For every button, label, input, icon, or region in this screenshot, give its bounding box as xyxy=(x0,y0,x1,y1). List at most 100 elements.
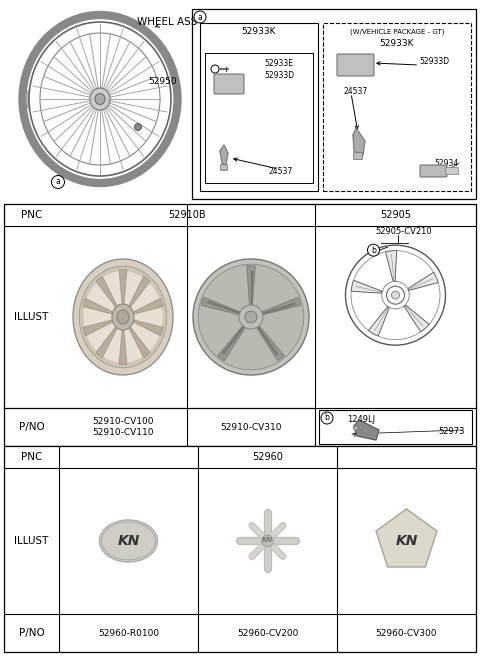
Circle shape xyxy=(51,176,64,188)
Polygon shape xyxy=(132,319,163,336)
Polygon shape xyxy=(257,297,300,316)
Text: 52960: 52960 xyxy=(252,452,283,462)
Text: 52934: 52934 xyxy=(435,159,459,167)
Bar xyxy=(205,53,313,183)
Text: 52960-R0100: 52960-R0100 xyxy=(98,628,159,638)
Bar xyxy=(323,23,471,191)
Polygon shape xyxy=(96,276,118,309)
Text: P/NO: P/NO xyxy=(19,422,44,432)
Ellipse shape xyxy=(99,520,157,562)
Polygon shape xyxy=(128,325,150,358)
Polygon shape xyxy=(201,297,245,316)
Polygon shape xyxy=(408,272,438,291)
Text: KN: KN xyxy=(262,537,273,543)
Text: 1249LJ: 1249LJ xyxy=(347,415,375,424)
Text: 52960-CV200: 52960-CV200 xyxy=(237,628,298,638)
Ellipse shape xyxy=(101,522,156,560)
Ellipse shape xyxy=(346,245,445,345)
Ellipse shape xyxy=(351,251,440,340)
Polygon shape xyxy=(83,298,115,314)
Text: 52933K: 52933K xyxy=(242,28,276,37)
Polygon shape xyxy=(120,327,127,364)
Circle shape xyxy=(368,244,380,256)
Polygon shape xyxy=(369,307,389,336)
FancyBboxPatch shape xyxy=(337,54,374,76)
Text: ILLUST: ILLUST xyxy=(14,312,48,322)
Text: 52933D: 52933D xyxy=(419,56,449,66)
Ellipse shape xyxy=(193,259,309,375)
Text: 52905-CV210: 52905-CV210 xyxy=(375,227,432,236)
Bar xyxy=(200,23,318,191)
Text: 52910-CV310: 52910-CV310 xyxy=(220,422,282,432)
Ellipse shape xyxy=(239,305,263,329)
FancyBboxPatch shape xyxy=(220,165,228,171)
Ellipse shape xyxy=(90,88,110,110)
Polygon shape xyxy=(102,328,122,362)
Ellipse shape xyxy=(245,311,257,323)
Polygon shape xyxy=(130,321,159,352)
Text: b: b xyxy=(324,413,329,422)
Ellipse shape xyxy=(29,22,171,176)
Polygon shape xyxy=(385,251,396,281)
Bar xyxy=(319,410,472,444)
Text: 52933D: 52933D xyxy=(264,70,295,79)
Bar xyxy=(192,9,476,199)
Text: (W/VEHICLE PACKAGE - GT): (W/VEHICLE PACKAGE - GT) xyxy=(350,29,444,35)
Ellipse shape xyxy=(79,266,167,368)
Ellipse shape xyxy=(198,264,304,370)
Text: 52933K: 52933K xyxy=(380,39,414,47)
Bar xyxy=(4,446,476,652)
Circle shape xyxy=(353,426,359,430)
Text: 24537: 24537 xyxy=(343,87,367,96)
Text: 52960-CV300: 52960-CV300 xyxy=(376,628,437,638)
Polygon shape xyxy=(218,322,248,361)
Text: PNC: PNC xyxy=(21,210,42,220)
FancyBboxPatch shape xyxy=(420,165,447,177)
Polygon shape xyxy=(132,298,163,314)
Ellipse shape xyxy=(73,259,173,375)
FancyBboxPatch shape xyxy=(353,152,362,159)
Text: 52910-CV100
52910-CV110: 52910-CV100 52910-CV110 xyxy=(92,417,154,437)
Polygon shape xyxy=(124,272,144,306)
Circle shape xyxy=(194,11,206,23)
Polygon shape xyxy=(83,319,115,336)
Polygon shape xyxy=(96,325,118,358)
Polygon shape xyxy=(133,306,162,328)
Ellipse shape xyxy=(117,310,129,324)
Circle shape xyxy=(321,412,333,424)
Ellipse shape xyxy=(112,304,134,330)
Ellipse shape xyxy=(382,281,409,309)
Text: 52933E: 52933E xyxy=(264,58,293,68)
Text: WHEEL ASSY: WHEEL ASSY xyxy=(137,17,204,27)
Text: a: a xyxy=(198,12,203,22)
FancyBboxPatch shape xyxy=(214,74,244,94)
Polygon shape xyxy=(87,321,116,352)
Ellipse shape xyxy=(23,15,178,183)
Polygon shape xyxy=(354,420,379,440)
Text: ILLUST: ILLUST xyxy=(14,536,48,546)
Polygon shape xyxy=(220,145,228,165)
Polygon shape xyxy=(102,272,122,306)
Text: 24537: 24537 xyxy=(268,167,293,176)
Text: 52950: 52950 xyxy=(148,77,177,85)
Polygon shape xyxy=(120,270,127,306)
Ellipse shape xyxy=(40,33,160,165)
Polygon shape xyxy=(130,282,159,312)
Text: KN: KN xyxy=(396,534,418,548)
Text: P/NO: P/NO xyxy=(19,628,44,638)
Polygon shape xyxy=(87,282,116,312)
Text: KN: KN xyxy=(117,534,140,548)
Text: b: b xyxy=(371,245,376,255)
Text: PNC: PNC xyxy=(21,452,42,462)
Circle shape xyxy=(134,123,142,131)
Text: a: a xyxy=(56,178,60,186)
Circle shape xyxy=(386,286,405,304)
Polygon shape xyxy=(404,305,429,332)
Bar xyxy=(4,204,476,446)
Polygon shape xyxy=(351,280,382,293)
Polygon shape xyxy=(254,322,284,361)
Circle shape xyxy=(262,535,274,547)
Polygon shape xyxy=(128,276,150,309)
FancyBboxPatch shape xyxy=(445,167,458,174)
Ellipse shape xyxy=(95,94,105,104)
